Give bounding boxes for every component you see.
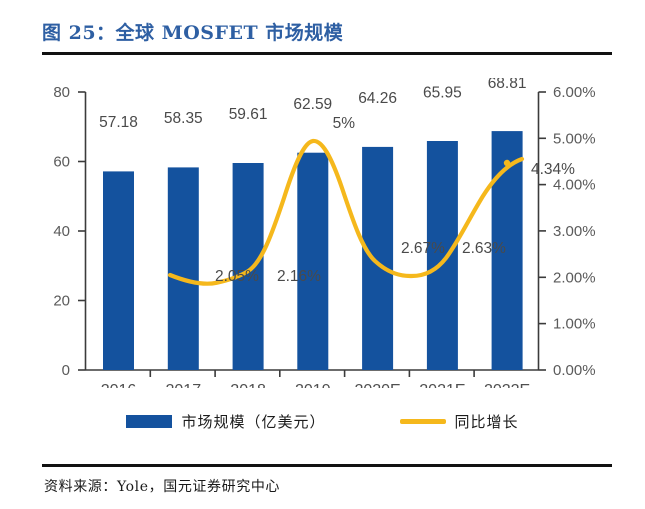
bar-2020E[interactable] (362, 146, 394, 370)
bar-2018[interactable] (232, 163, 264, 370)
right-tick-label-1: 1.00% (553, 316, 596, 333)
growth-line-points (503, 159, 511, 167)
growth-line-labels: 2.05% 2.16% 5% 2.67% 2.63% 4.34% (215, 115, 575, 285)
left-tick-label-0: 0 (62, 362, 70, 379)
chart-plot-area: 80 60 40 20 0 6.00% 5.00% 4.00% 3.00% 2.… (0, 78, 645, 388)
source-note: 资料来源：Yole，国元证券研究中心 (44, 479, 281, 495)
bar-label-2022E: 68.81 (488, 78, 527, 92)
bar-label-2021E: 65.95 (423, 85, 462, 102)
footer-divider (42, 464, 612, 467)
x-label-2018: 2018 (230, 382, 266, 388)
legend-label-market-size: 市场规模（亿美元） (181, 412, 326, 431)
line-label-2018: 2.16% (277, 268, 321, 285)
bar-label-2018: 59.61 (229, 106, 268, 123)
right-axis-ticks: 6.00% 5.00% 4.00% 3.00% 2.00% 1.00% 0.00… (538, 84, 596, 379)
left-tick-label-20: 20 (53, 293, 70, 310)
line-label-2019: 5% (333, 115, 356, 132)
x-label-2022E: 2022E (484, 382, 530, 388)
line-label-2021E: 2.63% (462, 240, 506, 257)
left-axis-ticks: 80 60 40 20 0 (53, 84, 86, 379)
line-point-2022E (503, 159, 511, 167)
bar-2016[interactable] (103, 171, 134, 370)
legend-label-growth: 同比增长 (454, 412, 519, 431)
legend-bar-swatch-icon (126, 414, 173, 428)
x-label-2021E: 2021E (419, 382, 465, 388)
bar-2022E[interactable] (491, 131, 523, 370)
left-tick-label-80: 80 (53, 84, 70, 101)
x-label-2020E: 2020E (354, 382, 400, 388)
bar-value-labels: 57.18 58.35 59.61 62.59 64.26 65.95 68.8… (99, 78, 526, 131)
right-tick-label-0: 0.00% (553, 362, 596, 379)
legend-line-swatch-icon (399, 418, 446, 424)
x-label-2019: 2019 (295, 382, 331, 388)
bar-label-2016: 57.18 (99, 114, 138, 131)
left-tick-label-60: 60 (53, 154, 70, 171)
x-axis-minor-ticks (149, 370, 475, 377)
line-label-2017: 2.05% (215, 268, 259, 285)
bar-2019[interactable] (297, 152, 329, 370)
right-tick-label-5: 5.00% (553, 130, 596, 147)
bar-label-2019: 62.59 (293, 96, 332, 113)
growth-line-series[interactable] (167, 138, 525, 286)
title-bar: 图 25：全球 MOSFET 市场规模 (42, 14, 612, 48)
bar-label-2017: 58.35 (164, 110, 203, 127)
legend-item-market-size[interactable]: 市场规模（亿美元） (126, 411, 325, 432)
line-label-2020E: 2.67% (401, 240, 445, 257)
bar-label-2020E: 64.26 (358, 90, 397, 107)
combo-chart: 80 60 40 20 0 6.00% 5.00% 4.00% 3.00% 2.… (53, 78, 596, 388)
left-tick-label-40: 40 (53, 223, 70, 240)
title-divider (42, 52, 612, 55)
bar-2017[interactable] (167, 167, 199, 370)
chart-legend: 市场规模（亿美元） 同比增长 (0, 404, 645, 438)
x-axis-category-labels: 2016 2017 2018 2019 2020E 2021E 2022E (101, 382, 531, 388)
x-label-2017: 2017 (166, 382, 202, 388)
bar-2021E[interactable] (426, 141, 458, 370)
x-label-2016: 2016 (101, 382, 137, 388)
legend-item-growth[interactable]: 同比增长 (399, 411, 519, 432)
right-tick-label-4: 4.00% (553, 177, 596, 194)
line-label-2022E: 4.34% (531, 161, 575, 178)
bar-series (103, 131, 523, 370)
right-tick-label-6: 6.00% (553, 84, 596, 101)
right-tick-label-2: 2.00% (553, 269, 596, 286)
right-tick-label-3: 3.00% (553, 223, 596, 240)
page-title: 图 25：全球 MOSFET 市场规模 (42, 21, 344, 44)
